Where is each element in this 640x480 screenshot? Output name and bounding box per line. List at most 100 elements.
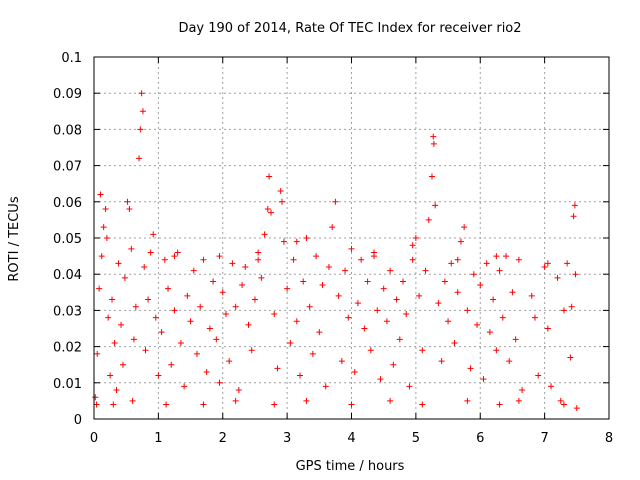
data-point [541,263,548,270]
data-point [406,383,413,390]
data-point [316,329,323,336]
data-point [535,372,542,379]
data-point [441,278,448,285]
data-point [367,347,374,354]
data-point [531,314,538,321]
data-point [335,292,342,299]
data-point [111,339,118,346]
data-point [560,401,567,408]
data-point [150,231,157,238]
data-point [572,271,579,278]
data-point [419,401,426,408]
y-tick-label: 0.08 [53,123,82,138]
data-point [428,173,435,180]
data-point [515,256,522,263]
x-tick-label: 1 [154,431,162,446]
data-point [409,242,416,249]
data-point [322,383,329,390]
data-point [293,238,300,245]
data-point [515,397,522,404]
data-point [573,405,580,412]
data-point [570,213,577,220]
data-point [448,260,455,267]
data-point [124,198,131,205]
data-point [290,256,297,263]
data-point [274,365,281,372]
data-point [115,260,122,267]
data-point [374,307,381,314]
data-point [287,339,294,346]
data-point [109,296,116,303]
x-tick-label: 7 [540,431,548,446]
data-point [206,325,213,332]
y-tick-label: 0.05 [53,232,82,247]
x-tick-label: 5 [412,431,420,446]
data-point [165,285,172,292]
data-point [544,325,551,332]
data-point [94,350,101,357]
data-point [519,387,526,394]
data-point [454,256,461,263]
data-point [430,133,437,140]
data-point [138,90,145,97]
data-point [271,311,278,318]
data-point [351,368,358,375]
data-point [483,260,490,267]
data-point [158,329,165,336]
data-point [245,321,252,328]
data-point [142,347,149,354]
data-point [210,278,217,285]
data-point [445,318,452,325]
data-point [219,289,226,296]
data-point [232,303,239,310]
x-tick-label: 2 [219,431,227,446]
y-tick-label: 0.01 [53,377,82,392]
data-point [564,260,571,267]
data-point [128,245,135,252]
data-point [181,383,188,390]
data-point [560,307,567,314]
data-point [163,401,170,408]
data-point [229,260,236,267]
data-point [266,173,273,180]
data-point [147,249,154,256]
data-point [348,401,355,408]
data-point [422,267,429,274]
data-point [567,354,574,361]
data-point [271,401,278,408]
data-point [342,267,349,274]
y-tick-label: 0.02 [53,341,82,356]
y-tick-label: 0 [74,413,82,428]
data-point [338,358,345,365]
data-point [113,387,120,394]
x-tick-label: 0 [90,431,98,446]
data-point [187,318,194,325]
data-point [107,372,114,379]
x-tick-label: 4 [347,431,355,446]
data-point [121,274,128,281]
data-point [348,245,355,252]
data-point [412,235,419,241]
data-point [358,256,365,263]
data-point [203,368,210,375]
data-point [467,365,474,372]
data-point [96,285,103,292]
data-point [300,278,307,285]
data-point [325,263,332,270]
data-point [190,267,197,274]
data-point [98,253,105,260]
data-point [105,314,112,321]
data-point [258,274,265,281]
y-tick-labels: 0 0.01 0.02 0.03 0.04 0.05 0.06 0.07 0.08 0.09 0.1 [53,51,82,428]
data-point [490,296,497,303]
data-point [377,376,384,383]
axis-ticks [93,56,610,420]
data-point [544,260,551,267]
data-point [557,397,564,404]
data-point [396,336,403,343]
data-point [171,253,178,260]
data-point [141,263,148,270]
y-tick-label: 0.07 [53,160,82,175]
data-point [103,235,110,241]
data-point [480,376,487,383]
